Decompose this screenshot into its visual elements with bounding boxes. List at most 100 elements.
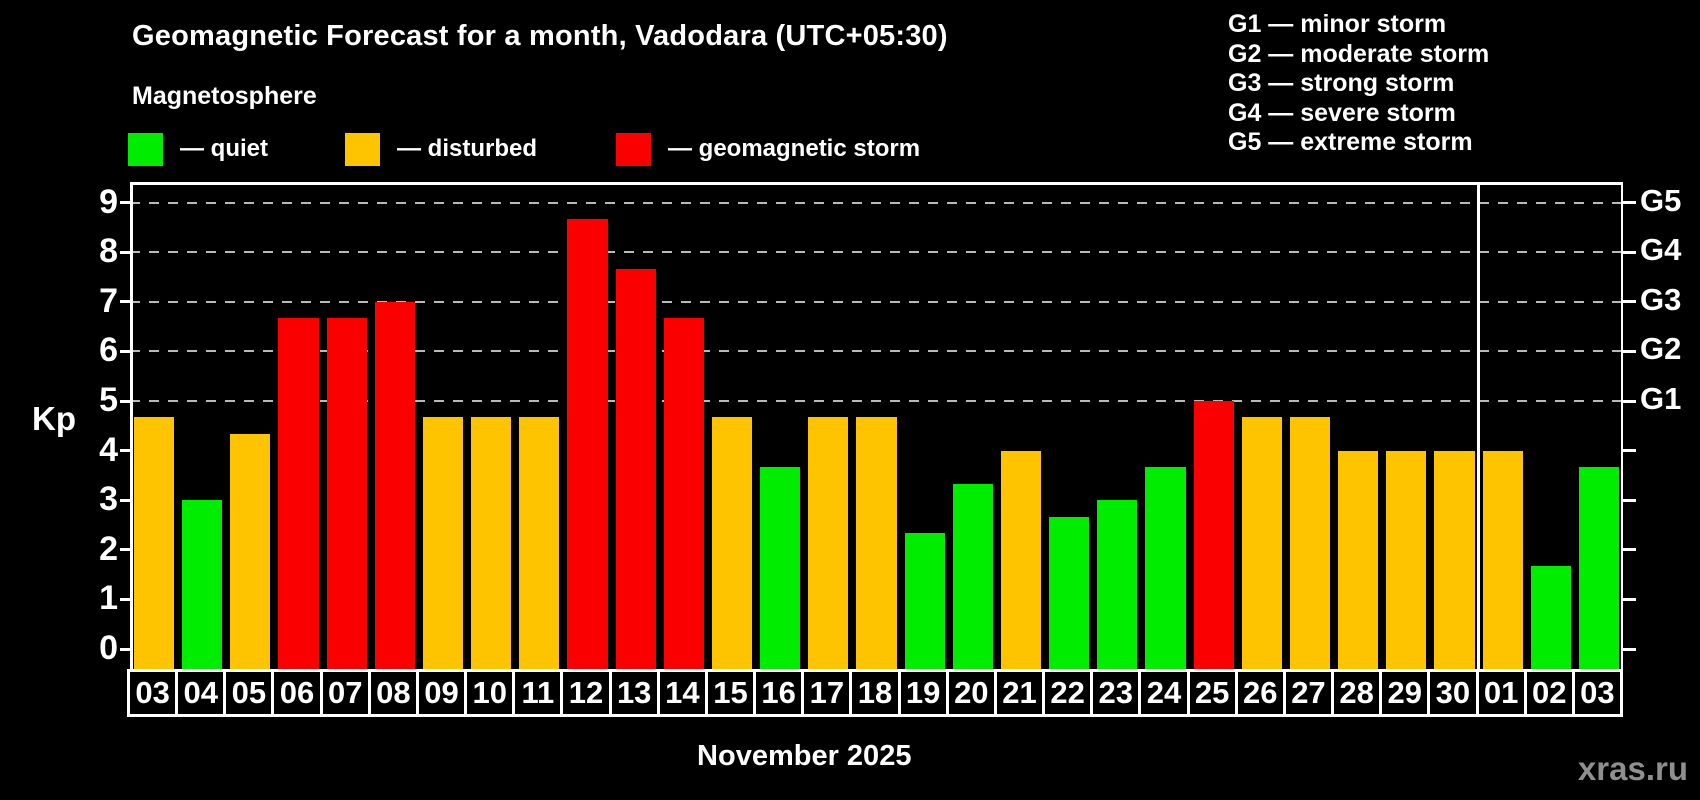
right-axis-label-g2: G2 <box>1640 331 1682 367</box>
bar-22 <box>1049 516 1090 669</box>
date-cell-nov-27: 27 <box>1282 669 1335 717</box>
bar-15 <box>711 417 753 669</box>
gridline-kp8 <box>130 251 1623 254</box>
bar-27 <box>1289 417 1331 669</box>
bar-28 <box>1338 450 1379 669</box>
date-cell-nov-14: 14 <box>656 669 708 717</box>
watermark: xras.ru <box>1577 750 1688 787</box>
legend-label-storm: — geomagnetic storm <box>668 135 921 162</box>
date-cell-nov-17: 17 <box>801 669 853 717</box>
legend-item-disturbed: — disturbed <box>345 132 537 166</box>
y-tick-label-2: 2 <box>99 529 118 568</box>
storm-color-swatch <box>616 132 651 166</box>
date-cell-nov-21: 21 <box>993 669 1046 717</box>
bar-30 <box>1434 450 1475 669</box>
storm-scale-g2: G2 — moderate storm <box>1228 39 1490 68</box>
month-label: November 2025 <box>697 740 912 772</box>
bar-16 <box>760 466 801 669</box>
y-tick-right-8 <box>1623 250 1636 254</box>
bar-11 <box>519 417 560 669</box>
y-tick-left-7 <box>120 300 130 304</box>
y-tick-label-4: 4 <box>99 430 118 469</box>
bar-17 <box>808 417 849 669</box>
right-axis-label-g5: G5 <box>1640 182 1682 218</box>
y-tick-label-6: 6 <box>99 331 118 370</box>
bar-10 <box>471 417 512 669</box>
y-tick-left-1 <box>120 597 130 601</box>
bar-20 <box>952 483 993 669</box>
bar-09 <box>422 417 464 669</box>
storm-scale-g3: G3 — strong storm <box>1228 69 1455 98</box>
date-cell-nov-13: 13 <box>608 669 660 717</box>
month-separator <box>1477 182 1481 669</box>
date-cell-nov-18: 18 <box>849 669 901 717</box>
date-cell-nov-15: 15 <box>704 669 757 717</box>
y-tick-label-5: 5 <box>99 381 118 419</box>
legend-label-quiet: — quiet <box>180 135 268 162</box>
storm-scale-g4: G4 — severe storm <box>1228 98 1456 127</box>
bar-08 <box>374 301 415 669</box>
bar-03 <box>134 417 175 669</box>
y-tick-label-3: 3 <box>99 480 118 519</box>
y-tick-right-4 <box>1623 449 1636 453</box>
date-cell-nov-16: 16 <box>753 669 805 717</box>
y-tick-left-0 <box>120 647 130 651</box>
date-cell-nov-11: 11 <box>512 669 564 717</box>
disturbed-color-swatch <box>345 132 380 166</box>
y-tick-right-7 <box>1623 300 1636 304</box>
date-cell-dec-03: 03 <box>1571 669 1623 717</box>
bar-26 <box>1241 417 1282 669</box>
bar-02 <box>1530 566 1571 669</box>
y-tick-right-6 <box>1623 349 1636 353</box>
date-cell-dec-01: 01 <box>1475 669 1527 717</box>
date-cell-nov-29: 29 <box>1379 669 1431 717</box>
page-title: Geomagnetic Forecast for a month, Vadoda… <box>132 20 948 52</box>
plot-frame-left <box>130 182 133 669</box>
date-cell-nov-09: 09 <box>415 669 468 717</box>
y-tick-left-9 <box>120 201 130 205</box>
bar-14 <box>663 318 704 669</box>
y-tick-right-3 <box>1623 498 1636 502</box>
right-axis-label-g3: G3 <box>1640 281 1682 317</box>
quiet-color-swatch <box>128 132 163 166</box>
y-tick-right-0 <box>1623 647 1636 651</box>
date-cell-nov-03: 03 <box>127 669 179 717</box>
bar-24 <box>1145 466 1186 669</box>
date-cell-nov-05: 05 <box>223 669 275 717</box>
gridline-kp5 <box>130 400 1623 402</box>
date-cell-nov-26: 26 <box>1234 669 1286 717</box>
y-axis-kp-label: Kp <box>32 400 76 437</box>
date-cell-nov-30: 30 <box>1427 669 1479 717</box>
y-tick-left-2 <box>120 548 130 552</box>
y-tick-label-7: 7 <box>99 281 118 320</box>
right-axis-label-g4: G4 <box>1640 232 1682 268</box>
y-tick-left-8 <box>120 250 130 254</box>
bar-12 <box>567 218 608 669</box>
plot-area: 0 1 2 3 4 5 6 7 8 9 G1 G2 G3 G4 G5 03 04 05 06 07 08 09 10 11 12… <box>99 182 1681 717</box>
bar-04 <box>182 500 223 669</box>
date-cell-nov-10: 10 <box>464 669 516 717</box>
y-tick-label-9: 9 <box>99 182 118 221</box>
bar-29 <box>1386 450 1427 669</box>
date-cell-nov-28: 28 <box>1331 669 1383 717</box>
plot-frame-top <box>130 182 1623 185</box>
y-tick-left-5 <box>120 399 130 403</box>
bar-23 <box>1097 500 1138 669</box>
gridline-kp7 <box>130 300 1623 303</box>
storm-scale-legend: G1 — minor storm G2 — moderate storm G3 … <box>1228 10 1489 158</box>
date-cell-nov-12: 12 <box>560 669 612 717</box>
chart-subtitle: Magnetosphere <box>132 82 317 110</box>
storm-scale-g1: G1 — minor storm <box>1228 10 1447 38</box>
y-tick-right-5 <box>1623 399 1636 403</box>
date-cell-nov-07: 07 <box>319 669 371 717</box>
date-cell-nov-23: 23 <box>1090 669 1142 717</box>
right-axis-label-g1: G1 <box>1640 381 1682 416</box>
bar-18 <box>856 417 897 669</box>
y-tick-right-9 <box>1623 201 1636 205</box>
bar-01 <box>1482 450 1523 669</box>
date-cell-nov-20: 20 <box>945 669 997 717</box>
bar-25 <box>1193 401 1234 669</box>
y-tick-right-1 <box>1623 597 1636 601</box>
y-tick-left-3 <box>120 498 130 502</box>
